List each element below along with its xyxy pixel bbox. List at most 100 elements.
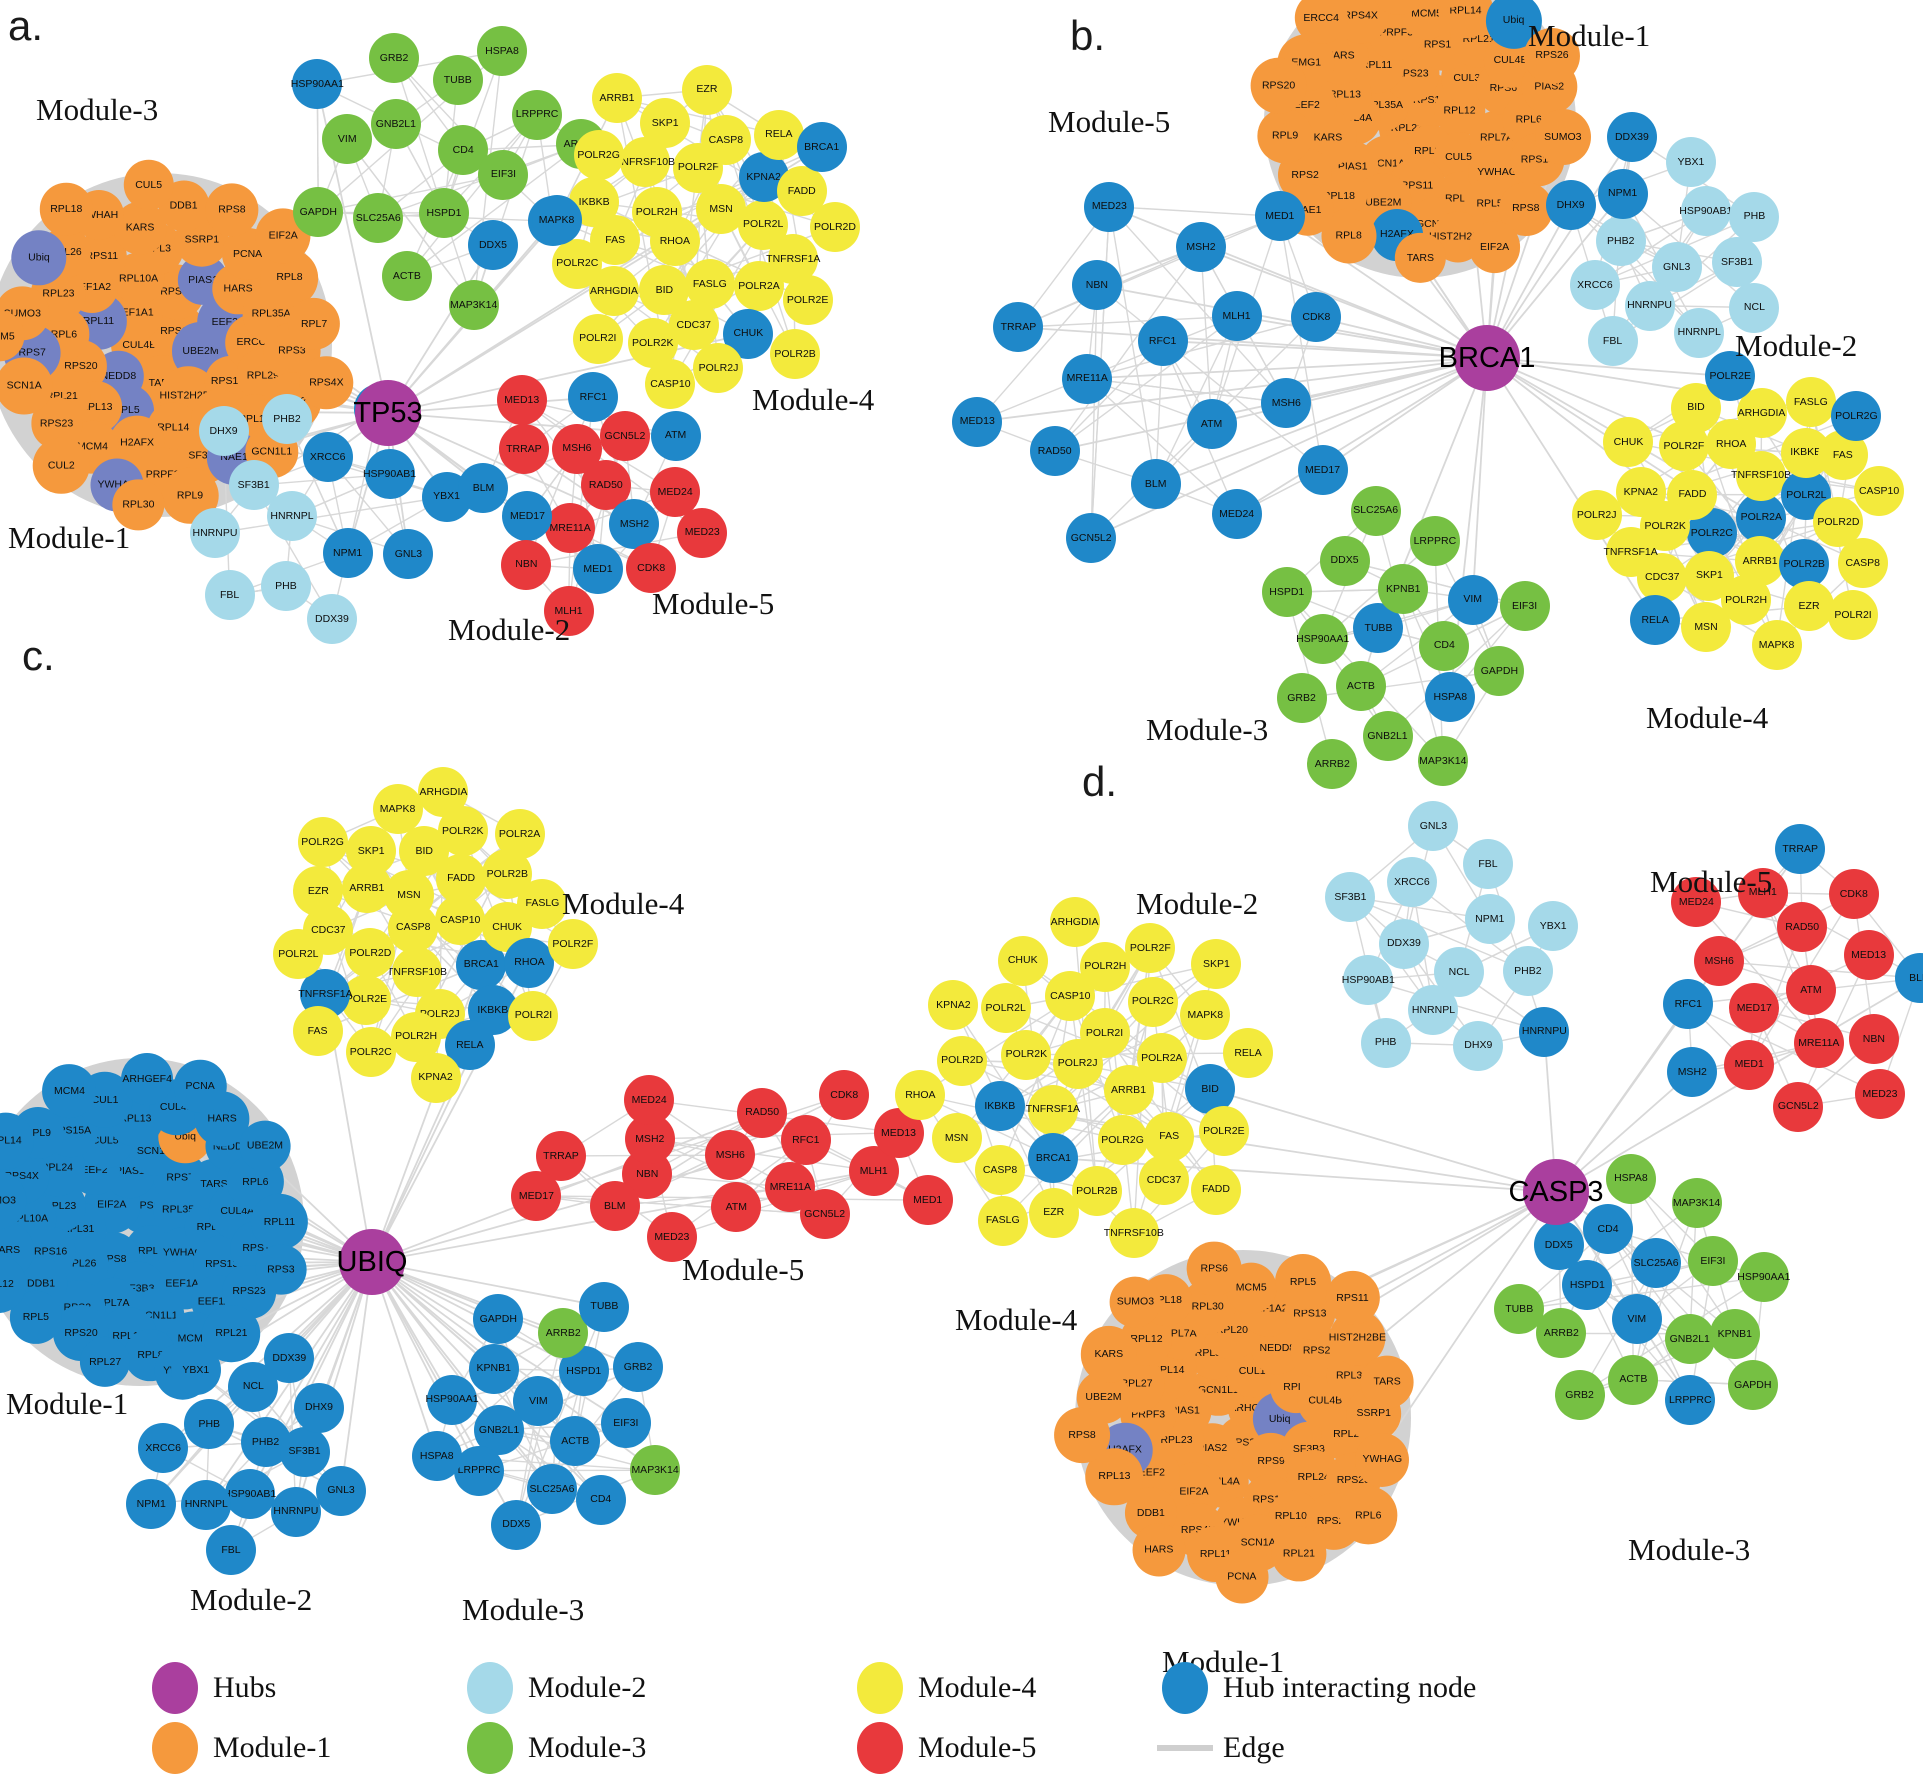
node-TRRAP: TRRAP <box>498 423 549 474</box>
node-label: MSH6 <box>1271 396 1301 409</box>
node-MCM4: MCM4 <box>42 1064 97 1118</box>
node-GAPDH: GAPDH <box>1474 646 1525 697</box>
node-NCL: NCL <box>1729 282 1780 333</box>
node-MED13: MED13 <box>496 375 547 426</box>
node-POLR2I: POLR2I <box>572 313 623 364</box>
node-TARS: TARS <box>1360 1355 1414 1409</box>
node-label: EEF2 <box>1138 1466 1165 1479</box>
node-TNFRSF10B: TNFRSF10B <box>387 947 447 998</box>
node-MED17: MED17 <box>511 1170 562 1221</box>
node-label: FASLG <box>1793 396 1828 409</box>
node-label: HSP90AB1 <box>1341 973 1395 986</box>
node-FBL: FBL <box>205 1524 256 1575</box>
node-HSP90AB1: HSP90AB1 <box>1679 186 1732 237</box>
node-label: NEDD8 <box>212 1140 249 1153</box>
node-CDK8: CDK8 <box>626 543 677 594</box>
node-label: YWHAH <box>79 208 119 221</box>
node-HSPD1: HSPD1 <box>1261 567 1312 618</box>
node-DDX5: DDX5 <box>1533 1220 1584 1271</box>
edge <box>1279 216 1324 470</box>
edge <box>1279 215 1488 359</box>
node-DDX5: DDX5 <box>491 1499 542 1550</box>
node-label: HSPD1 <box>566 1364 602 1377</box>
node-label: RPS23 <box>39 417 74 430</box>
node-label: NAE1 <box>1294 203 1322 216</box>
node-label: CASP10 <box>650 377 691 390</box>
node-DHX9: DHX9 <box>294 1382 344 1433</box>
node-label: MCM5 <box>1411 6 1443 19</box>
node-ARRB1: ARRB1 <box>591 72 642 123</box>
node-RHOA: RHOA <box>504 937 555 988</box>
node-label: EEF1A1 <box>114 306 154 319</box>
node-label: MCM5 <box>177 1332 209 1345</box>
node-label: VIM <box>337 133 357 146</box>
node-label: MAPK8 <box>538 214 575 226</box>
node-label: RPS13 <box>1412 94 1447 107</box>
node-label: KPNA2 <box>418 1071 453 1084</box>
node-label: MED23 <box>1862 1087 1898 1100</box>
node-label: RPS13 <box>205 1257 239 1270</box>
node-label: SLC25A6 <box>529 1483 575 1496</box>
node-label: POLR2G <box>1101 1133 1144 1146</box>
node-label: RPS11 <box>242 1242 275 1255</box>
node-DHX9: DHX9 <box>1453 1020 1504 1071</box>
node-label: RPL12 <box>238 413 271 426</box>
node-label: PRPF3 <box>1131 1408 1166 1421</box>
node-label: YBX1 <box>182 1364 210 1377</box>
node-label: EIF2A <box>1179 1485 1209 1498</box>
node-label: KARS <box>1094 1348 1124 1361</box>
node-label: TRRAP <box>1782 843 1818 855</box>
node-SCN1A: SCN1A <box>0 357 53 415</box>
node-label: TRRAP <box>506 442 542 455</box>
node-label: POLR2D <box>813 220 856 233</box>
node-label: GNB2L1 <box>1367 729 1408 742</box>
node-label: RPS8 <box>218 203 246 216</box>
node-label: CASP8 <box>708 134 744 147</box>
node-MED24: MED24 <box>1211 489 1262 540</box>
node-POLR2B: POLR2B <box>1071 1165 1122 1216</box>
node-label: SUMO3 <box>1116 1295 1155 1308</box>
module-label-c-module-3: Module-3 <box>462 1592 585 1627</box>
node-HSP90AA1: HSP90AA1 <box>291 59 344 110</box>
node-label: POLR2H <box>1725 594 1768 607</box>
node-label: RHOA <box>905 1088 936 1101</box>
node-CASP10: CASP10 <box>1854 466 1905 517</box>
edge <box>1471 357 1488 600</box>
node-label: EZR <box>1798 600 1820 613</box>
node-GCN5L2: GCN5L2 <box>1066 513 1117 563</box>
node-label: POLR2A <box>498 827 541 840</box>
node-label: CUL4B <box>1308 1394 1343 1407</box>
node-EIF3I: EIF3I <box>478 149 529 200</box>
node-BID: BID <box>1185 1064 1236 1115</box>
node-label: POLR2A <box>1740 511 1783 524</box>
node-POLR2D: POLR2D <box>345 928 396 979</box>
node-MLH1: MLH1 <box>1211 291 1262 342</box>
node-label: POLR2L <box>278 947 319 960</box>
node-label: MLH1 <box>1748 886 1777 899</box>
node-SLC25A6: SLC25A6 <box>526 1464 577 1515</box>
node-label: CASP10 <box>1050 989 1091 1002</box>
edge <box>649 1138 874 1172</box>
node-label: MLH1 <box>859 1164 888 1177</box>
node-SLC25A6: SLC25A6 <box>1631 1238 1682 1289</box>
node-label: MCM5 <box>0 329 15 342</box>
node-POLR2F: POLR2F <box>673 142 724 193</box>
hub-node-tp53: TP53 <box>353 380 423 446</box>
node-label: MED13 <box>1851 948 1887 961</box>
node-label: DHX9 <box>1464 1039 1493 1052</box>
node-HSP90AB1: HSP90AB1 <box>223 1469 276 1520</box>
node-label: HSPD1 <box>1569 1279 1605 1292</box>
node-MED17: MED17 <box>1297 444 1348 495</box>
module-label-d-module-2: Module-2 <box>1136 886 1259 921</box>
node-RPL18: RPL18 <box>40 183 93 236</box>
node-MED23: MED23 <box>1084 181 1135 232</box>
node-MSH6: MSH6 <box>1694 936 1745 987</box>
node-label: ACTB <box>561 1434 590 1447</box>
node-label: UBE2M <box>1085 1391 1122 1404</box>
node-label: SUMO3 <box>1544 130 1582 143</box>
node-POLR2F: POLR2F <box>1125 922 1176 973</box>
node-label: HNRNPL <box>1411 1004 1456 1016</box>
node-MAPK8: MAPK8 <box>1751 619 1802 670</box>
node-label: SF3B1 <box>288 1445 321 1458</box>
panel-d-letter: d. <box>1082 758 1118 805</box>
